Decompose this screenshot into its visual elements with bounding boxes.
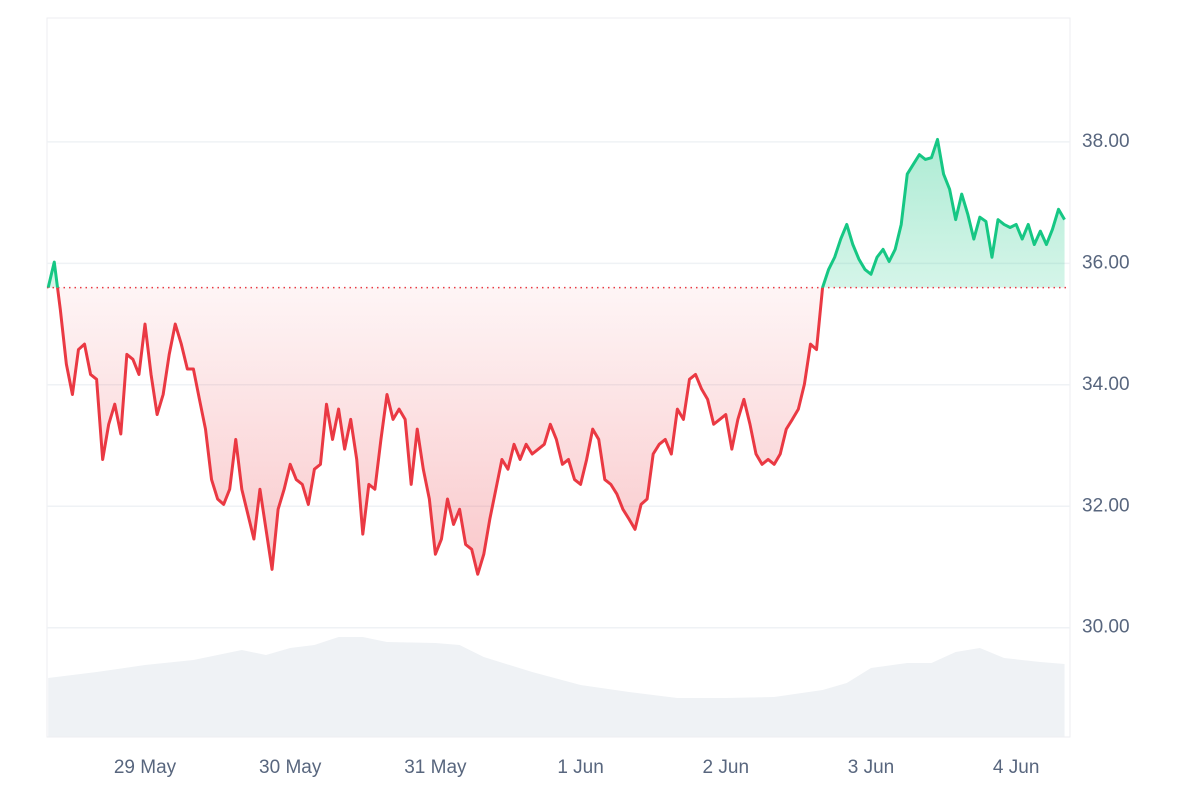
x-tick-label: 2 Jun xyxy=(703,757,749,778)
y-tick-label: 30.00 xyxy=(1082,617,1130,638)
price-line-up xyxy=(46,137,1066,288)
volume-area xyxy=(48,637,1065,737)
x-tick-label: 1 Jun xyxy=(557,757,603,778)
y-tick-label: 32.00 xyxy=(1082,495,1130,516)
y-tick-label: 34.00 xyxy=(1082,374,1130,395)
x-tick-label: 4 Jun xyxy=(993,757,1039,778)
x-tick-label: 3 Jun xyxy=(848,757,894,778)
price-line-down xyxy=(48,287,825,576)
y-tick-label: 38.00 xyxy=(1082,131,1130,152)
area-above-baseline xyxy=(48,139,1065,288)
plot-frame xyxy=(46,17,1071,738)
y-tick-label: 36.00 xyxy=(1082,252,1130,273)
x-tick-label: 30 May xyxy=(259,757,322,778)
x-tick-label: 29 May xyxy=(114,757,177,778)
area-below-baseline xyxy=(48,287,1065,575)
x-tick-label: 31 May xyxy=(404,757,467,778)
